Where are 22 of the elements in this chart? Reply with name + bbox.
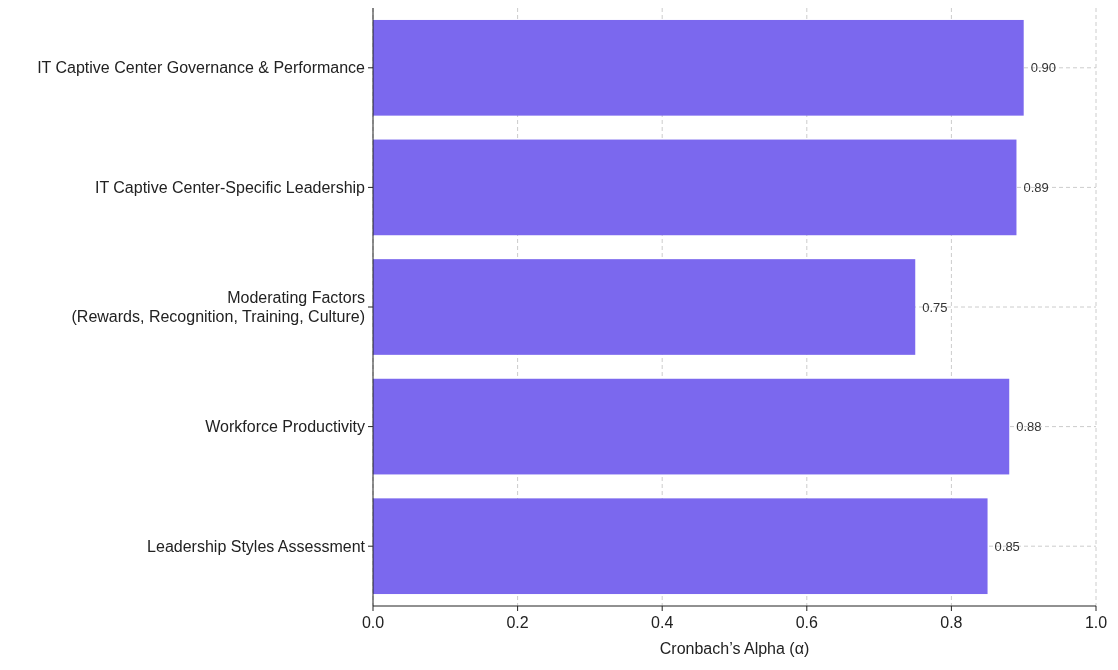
x-tick-label: 0.2	[506, 614, 529, 631]
data-label: 0.85	[994, 538, 1020, 554]
data-label: 0.88	[1016, 419, 1042, 435]
y-tick-label: Moderating Factors (Rewards, Recognition, Training, Culture)	[71, 289, 365, 326]
data-label: 0.89	[1023, 179, 1049, 195]
y-tick-label: IT Captive Center Governance & Performance	[37, 59, 366, 77]
bar	[373, 378, 1010, 475]
x-tick-label: 0.0	[361, 614, 385, 631]
x-tick-label: 0.8	[940, 614, 963, 631]
x-axis-title: Cronbach’s Alpha (α)	[659, 640, 810, 657]
y-tick-label: IT Captive Center-Specific Leadership	[94, 179, 366, 196]
x-tick-label: 1.0	[1084, 614, 1108, 631]
data-label: 0.75	[922, 299, 948, 315]
bar	[373, 19, 1024, 116]
data-label: 0.90	[1030, 60, 1057, 76]
bar	[373, 498, 988, 595]
bar	[373, 139, 1017, 236]
x-tick-label: 0.4	[651, 614, 674, 631]
x-tick-label: 0.6	[795, 614, 819, 631]
bar	[373, 259, 916, 355]
y-tick-label: Workforce Productivity	[205, 418, 365, 436]
y-tick-label: Leadership Styles Assessment	[147, 537, 366, 555]
